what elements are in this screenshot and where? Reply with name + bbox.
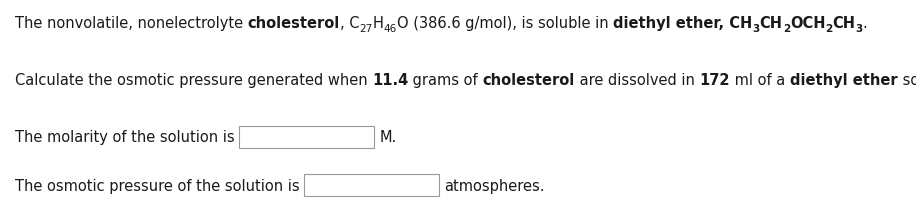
Text: solution at: solution at [898,73,916,88]
Text: cholesterol: cholesterol [483,73,575,88]
Text: 3: 3 [752,24,759,33]
Text: 27: 27 [359,24,373,33]
Text: cholesterol: cholesterol [247,15,340,31]
Text: 2: 2 [825,24,833,33]
Text: 3: 3 [856,24,863,33]
Text: H: H [373,15,384,31]
Text: O (386.6 g/mol), is soluble in: O (386.6 g/mol), is soluble in [397,15,613,31]
Bar [239,126,375,148]
Text: CH: CH [759,15,782,31]
Text: The osmotic pressure of the solution is: The osmotic pressure of the solution is [15,179,304,194]
Text: M.: M. [379,130,397,145]
Text: atmospheres.: atmospheres. [444,179,545,194]
Text: 172: 172 [700,73,730,88]
Text: .: . [863,15,867,31]
Text: Calculate the osmotic pressure generated when: Calculate the osmotic pressure generated… [15,73,372,88]
Text: The molarity of the solution is: The molarity of the solution is [15,130,239,145]
Text: 46: 46 [384,24,397,33]
Text: diethyl ether: diethyl ether [790,73,898,88]
Text: 2: 2 [782,24,790,33]
Text: , C: , C [340,15,359,31]
Bar [304,174,440,196]
Text: diethyl ether, CH: diethyl ether, CH [613,15,752,31]
Text: CH: CH [833,15,856,31]
Text: 11.4: 11.4 [372,73,409,88]
Text: grams of: grams of [409,73,483,88]
Text: are dissolved in: are dissolved in [575,73,700,88]
Text: ml of a: ml of a [730,73,790,88]
Text: OCH: OCH [790,15,825,31]
Text: The nonvolatile, nonelectrolyte: The nonvolatile, nonelectrolyte [15,15,247,31]
